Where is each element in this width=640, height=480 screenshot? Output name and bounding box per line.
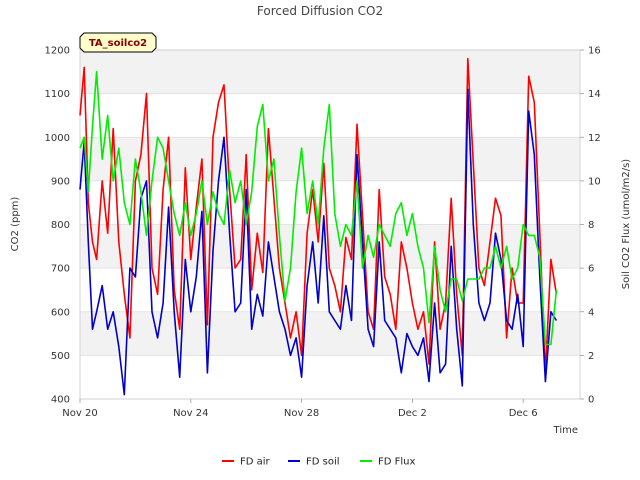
series-line-fd-air	[79, 57, 558, 374]
plot-band	[80, 224, 580, 269]
y-right-tick-label: 8	[588, 220, 594, 231]
y-left-tick-label: 1200	[45, 46, 70, 57]
y-left-tick-label: 600	[51, 307, 70, 318]
x-tick-label: Dec 2	[398, 408, 427, 419]
y-axis-left-ticks: 400 500 600 700 800 900 1000 1100 1200	[45, 46, 70, 406]
x-axis-title: Time	[553, 425, 578, 436]
y-left-tick-label: 700	[51, 264, 70, 275]
legend-label: FD air	[240, 457, 271, 468]
legend-label: FD Flux	[378, 457, 415, 468]
y-right-tick-label: 4	[588, 307, 594, 318]
series-line-fd-flux	[79, 71, 558, 346]
y-left-tick-label: 1000	[45, 133, 70, 144]
series-layer	[79, 57, 558, 396]
y-right-tick-label: 12	[588, 133, 601, 144]
plot-band	[80, 137, 580, 181]
y-axis-right-ticks: 0 2 4 6 8 10 12 14 16	[580, 46, 601, 406]
x-axis-ticks: Nov 20 Nov 24 Nov 28 Dec 2 Dec 6	[62, 399, 538, 419]
y-right-tick-label: 0	[588, 395, 594, 406]
y-axis-right-title: Soil CO2 Flux (umol/m2/s)	[621, 159, 632, 289]
plot-bands	[80, 50, 580, 356]
plot-band	[80, 311, 580, 356]
y-left-tick-label: 400	[51, 395, 70, 406]
legend-label: FD soil	[306, 457, 340, 468]
tag-box-frame	[79, 32, 157, 53]
y-right-tick-label: 6	[588, 264, 594, 275]
legend: FD air FD soil FD Flux	[222, 457, 415, 468]
tag-label: TA_soilco2	[89, 38, 147, 49]
y-left-tick-label: 1100	[45, 89, 70, 100]
y-right-tick-label: 16	[588, 46, 601, 57]
series-line-fd-soil	[79, 88, 558, 396]
x-tick-label: Dec 6	[509, 408, 538, 419]
y-left-tick-label: 900	[51, 176, 70, 187]
plot-band	[80, 50, 580, 94]
y-right-tick-label: 14	[588, 89, 601, 100]
chart-title: Forced Diffusion CO2	[257, 4, 383, 18]
y-axis-left-title: CO2 (ppm)	[10, 197, 21, 252]
x-tick-label: Nov 20	[62, 408, 97, 419]
y-left-tick-label: 800	[51, 220, 70, 231]
x-tick-label: Nov 24	[173, 408, 208, 419]
x-tick-label: Nov 28	[284, 408, 319, 419]
y-right-tick-label: 2	[588, 351, 594, 362]
y-left-tick-label: 500	[51, 351, 70, 362]
tag-box: TA_soilco2	[79, 32, 157, 53]
y-right-tick-label: 10	[588, 176, 601, 187]
